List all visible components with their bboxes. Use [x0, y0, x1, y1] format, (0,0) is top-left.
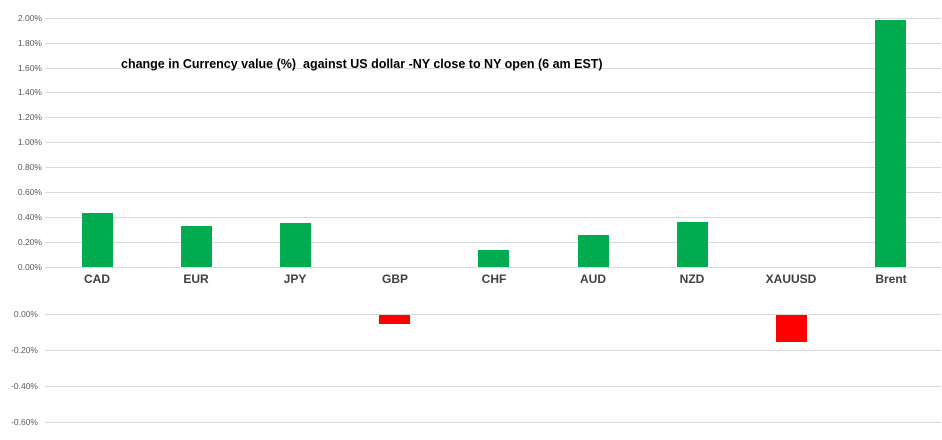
y-gridline [45, 267, 941, 268]
category-label-XAUUSD: XAUUSD [765, 272, 817, 286]
category-label-CHF: CHF [481, 272, 507, 286]
y-gridline [45, 42, 941, 44]
y-axis-tick-label: 0.00% [13, 309, 38, 319]
category-label-NZD: NZD [679, 272, 705, 286]
y-gridline [45, 217, 941, 219]
y-axis-tick-label: 1.40% [17, 87, 42, 98]
bar-EUR [181, 225, 212, 267]
category-label-Brent: Brent [875, 272, 907, 286]
bar-GBP [379, 314, 410, 324]
y-gridline [45, 142, 941, 144]
bar-CHF [478, 249, 509, 267]
y-axis-tick-label: 0.20% [17, 237, 42, 248]
y-axis-tick-label: 1.00% [17, 137, 42, 148]
y-gridline [45, 314, 941, 315]
y-gridline [45, 167, 941, 169]
y-axis-tick-label: 1.60% [17, 62, 42, 73]
y-gridline [45, 117, 941, 119]
bar-XAUUSD [776, 314, 807, 342]
y-axis-tick-label: 1.20% [17, 112, 42, 123]
bar-NZD [677, 222, 708, 267]
y-gridline [45, 92, 941, 94]
y-gridline [45, 422, 941, 423]
y-axis-tick-label: 2.00% [17, 12, 42, 23]
y-axis-tick-label: 1.80% [17, 37, 42, 48]
category-label-CAD: CAD [84, 272, 110, 286]
y-axis-tick-label: -0.20% [11, 345, 38, 355]
y-axis-tick-label: 0.40% [17, 212, 42, 223]
bar-Brent [875, 20, 906, 267]
bar-AUD [578, 234, 609, 267]
y-axis-tick-label: -0.40% [11, 381, 38, 391]
category-label-AUD: AUD [580, 272, 606, 286]
bar-CAD [82, 213, 113, 267]
y-gridline [45, 17, 941, 19]
y-gridline [45, 386, 941, 387]
y-gridline [45, 350, 941, 351]
category-label-EUR: EUR [183, 272, 209, 286]
category-label-JPY: JPY [283, 272, 307, 286]
y-axis-tick-label: 0.00% [17, 262, 42, 272]
y-gridline [45, 192, 941, 194]
y-axis-tick-label: 0.80% [17, 162, 42, 173]
chart-title: change in Currency value (%) against US … [121, 57, 603, 71]
bar-JPY [280, 223, 311, 267]
y-axis-tick-label: -0.60% [11, 417, 38, 427]
y-gridline [45, 242, 941, 244]
category-label-GBP: GBP [381, 272, 408, 286]
y-gridline [45, 67, 941, 69]
y-axis-tick-label: 0.60% [17, 187, 42, 198]
